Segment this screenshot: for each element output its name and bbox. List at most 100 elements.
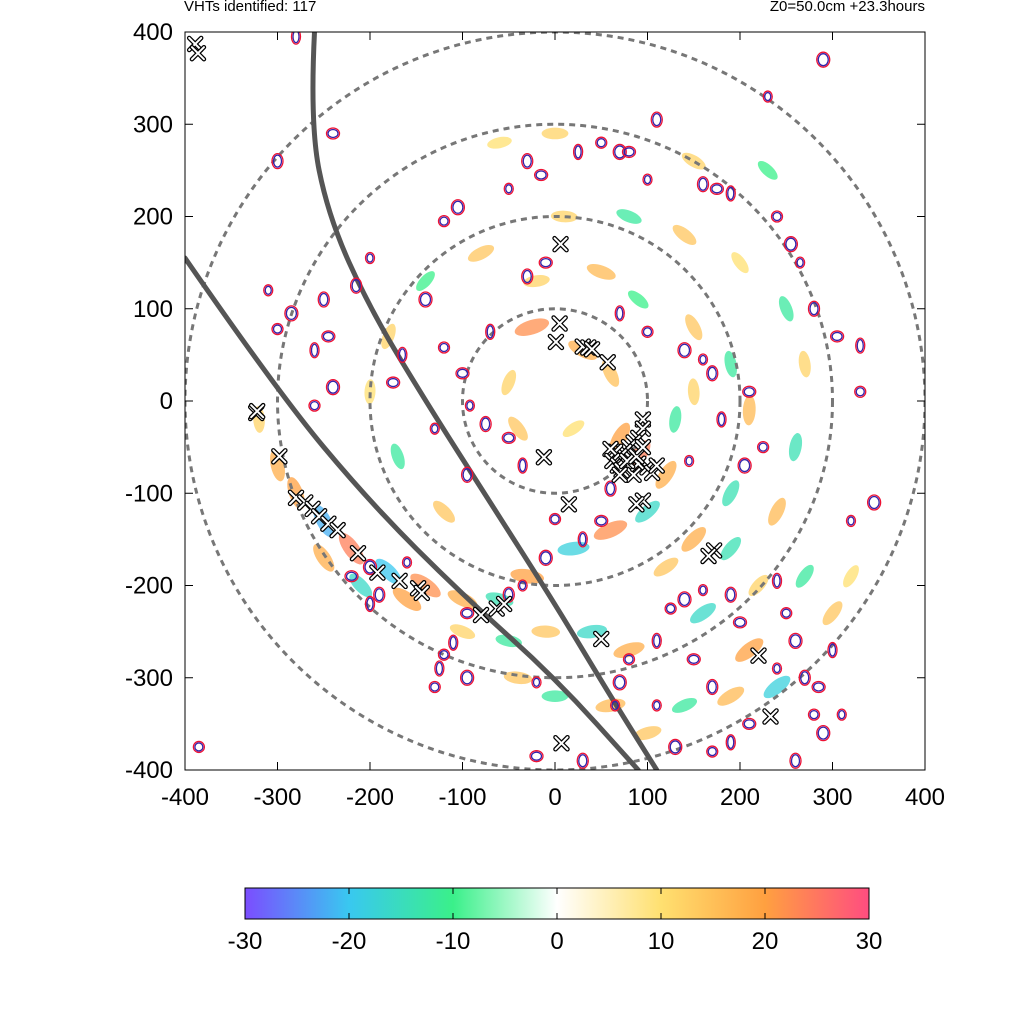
vht-marker-fill — [289, 490, 303, 505]
vht-marker-fill — [701, 548, 716, 563]
vht-marker-fill — [553, 237, 568, 252]
contour-outer — [501, 431, 516, 445]
y-tick-label: -400 — [125, 757, 173, 784]
contour-inner — [518, 458, 527, 473]
vht-marker-fill — [392, 573, 407, 588]
anomaly-blob — [798, 350, 811, 378]
anomaly-blob — [550, 210, 578, 223]
anomaly-blob — [433, 500, 455, 523]
contour-inner — [366, 253, 374, 263]
colorbar-tick-label: 30 — [856, 928, 883, 955]
contour-outer — [397, 346, 408, 364]
contour-outer — [577, 531, 588, 548]
contour-inner — [614, 145, 626, 159]
contour-inner — [319, 292, 329, 307]
contour-inner — [717, 412, 726, 427]
vht-marker — [553, 734, 570, 752]
contour-inner — [764, 91, 772, 102]
contour-outer — [437, 648, 451, 661]
contour-inner — [652, 112, 662, 127]
anomaly-blob — [467, 244, 495, 262]
contour-outer — [595, 136, 608, 149]
x-tick-label: 0 — [548, 784, 561, 811]
x-tick-label: 400 — [905, 784, 945, 811]
anomaly-blob — [392, 587, 422, 611]
contour-outer — [609, 699, 621, 712]
contour-outer — [263, 284, 274, 297]
anomaly-blob — [390, 443, 405, 470]
anomaly-blob — [508, 416, 528, 441]
contour-outer — [325, 127, 341, 140]
vht-count-label: VHTs identified: 117 — [184, 0, 317, 15]
x-tick-label: 200 — [720, 784, 760, 811]
contour-inner — [838, 710, 846, 720]
contour-inner — [480, 417, 491, 431]
vht-marker-fill — [612, 467, 627, 482]
vht-marker-fill — [190, 46, 205, 61]
contour-inner — [439, 342, 449, 353]
vht-marker — [762, 708, 779, 725]
contour-inner — [828, 643, 837, 657]
contour-outer — [429, 422, 440, 435]
contour-inner — [439, 650, 449, 660]
contour-outer — [401, 556, 413, 569]
contour-inner — [419, 292, 432, 307]
vht-marker — [593, 630, 610, 648]
vht-marker — [552, 235, 569, 253]
contour-inner — [642, 327, 653, 337]
contour-outer — [780, 607, 793, 620]
anomaly-blob — [822, 601, 843, 626]
vht-marker-fill — [594, 632, 609, 647]
anomaly-blob — [313, 543, 335, 572]
contour-inner — [688, 654, 700, 664]
anomaly-blob — [735, 638, 764, 662]
contour-outer — [668, 738, 683, 756]
contour-outer — [829, 330, 845, 343]
contour-outer — [706, 745, 719, 758]
range-ring — [185, 32, 925, 770]
contour-inner — [461, 671, 473, 685]
contour-inner — [540, 551, 552, 565]
vht-marker — [618, 452, 636, 470]
contour-inner — [643, 174, 652, 185]
x-tick-label: -100 — [438, 784, 486, 811]
contour-inner — [574, 145, 582, 159]
vht-marker — [599, 354, 616, 371]
vht-marker — [551, 315, 568, 332]
contour-outer — [317, 291, 330, 308]
vht-marker — [189, 44, 207, 62]
contour-outer — [742, 717, 757, 731]
vht-marker — [472, 606, 490, 624]
anomaly-blob — [616, 209, 642, 224]
contour-outer — [385, 376, 401, 389]
contour-outer — [866, 494, 882, 511]
contour-inner — [707, 680, 717, 694]
range-rings — [185, 32, 925, 770]
contour-outer — [845, 514, 857, 528]
contour-outer — [437, 341, 451, 354]
contour-outer — [325, 379, 341, 396]
vht-markers — [186, 35, 779, 752]
vht-marker-fill — [330, 523, 345, 538]
contour-inner — [653, 634, 661, 648]
contour-inner — [817, 726, 829, 740]
vht-marker — [648, 457, 665, 474]
vht-marker — [495, 595, 513, 613]
anomaly-blob — [562, 420, 585, 437]
contour-outer — [309, 342, 320, 359]
contour-outer — [697, 583, 709, 597]
contour-inner — [430, 682, 440, 692]
contour-outer — [770, 210, 784, 223]
anomaly-blob — [487, 136, 512, 149]
contour-outer — [737, 457, 752, 474]
anomaly-blob — [671, 697, 698, 713]
contour-outer — [827, 641, 838, 659]
contour-outer — [651, 699, 662, 712]
contour-outer — [349, 277, 363, 294]
contour-outer — [709, 182, 725, 195]
contour-outer — [364, 251, 376, 265]
y-tick-label: -100 — [125, 480, 173, 507]
contour-outer — [612, 143, 627, 161]
contour-inner — [614, 675, 626, 690]
contour-outer — [614, 305, 625, 322]
